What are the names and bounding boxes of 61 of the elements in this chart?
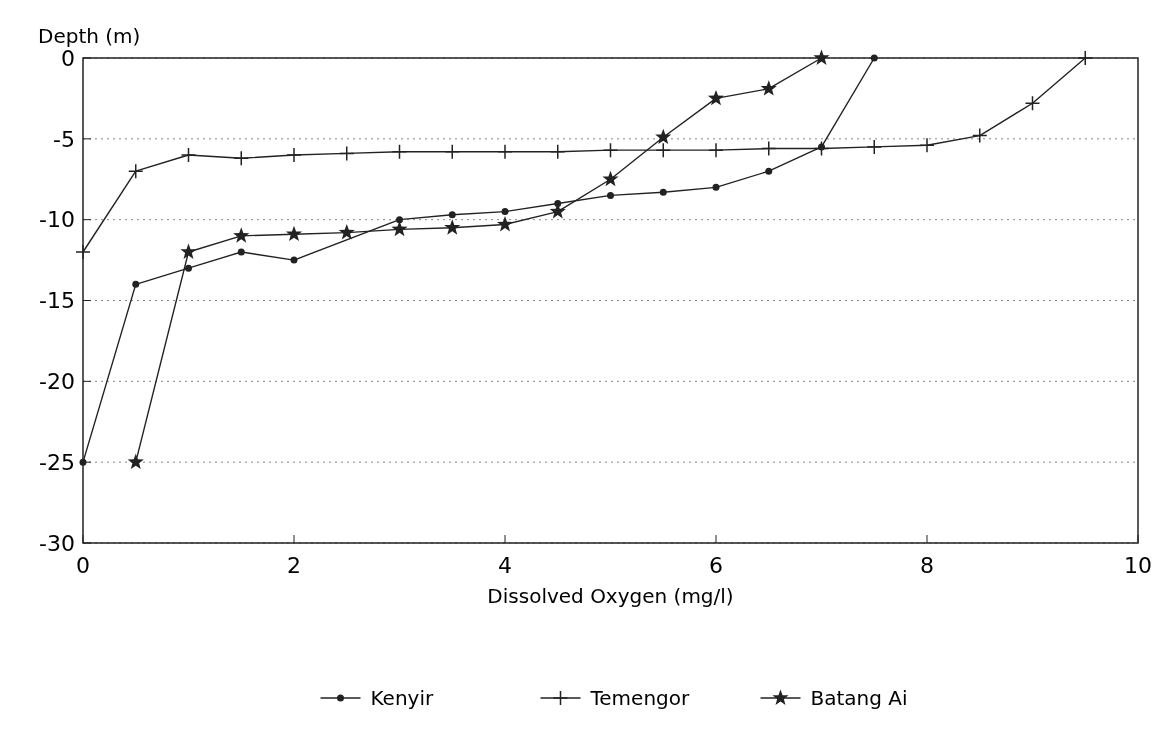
point: [285, 225, 303, 242]
point: [607, 191, 614, 199]
point: [712, 183, 720, 191]
y-tick-label: -10: [39, 207, 75, 233]
point: [180, 243, 197, 259]
y-tick-label: -15: [39, 288, 75, 314]
point: [233, 227, 250, 243]
point: [870, 54, 878, 62]
point: [497, 144, 513, 160]
point: [286, 147, 302, 163]
x-axis-title: Dissolved Oxygen (mg/l): [487, 584, 734, 608]
point: [1024, 95, 1041, 112]
legend-label: Temengor: [589, 686, 691, 710]
point: [448, 211, 456, 219]
point: [602, 170, 619, 187]
x-tick-label: 8: [920, 553, 934, 578]
x-tick-label: 10: [1124, 553, 1152, 578]
point: [813, 49, 830, 65]
point: [708, 142, 724, 158]
point: [761, 140, 777, 157]
point: [501, 208, 509, 216]
point: [1077, 50, 1093, 66]
y-tick-label: -5: [53, 126, 75, 152]
point: [79, 458, 87, 466]
point: [128, 163, 144, 179]
point: [444, 219, 461, 235]
x-tick-label: 2: [287, 553, 301, 578]
point: [655, 128, 672, 145]
y-tick-label: -30: [39, 530, 75, 556]
point: [707, 89, 725, 106]
point: [290, 256, 298, 264]
point: [180, 147, 197, 163]
point: [919, 137, 935, 154]
point: [237, 248, 245, 256]
point: [185, 264, 192, 272]
point: [233, 150, 249, 166]
point: [655, 142, 671, 158]
y-tick-label: -20: [39, 369, 75, 395]
point: [760, 80, 777, 96]
y-axis-title: Depth (m): [38, 24, 141, 48]
point: [339, 145, 355, 162]
point: [132, 280, 140, 288]
y-tick-label: -25: [39, 449, 75, 475]
legend-label: Kenyir: [370, 686, 434, 710]
point: [602, 142, 619, 158]
x-tick-label: 4: [498, 553, 512, 578]
legend-label: Batang Ai: [810, 686, 908, 710]
point: [659, 188, 667, 196]
point: [338, 224, 355, 240]
point: [813, 140, 830, 157]
point: [496, 216, 514, 232]
point: [765, 167, 773, 175]
point: [396, 216, 403, 224]
x-tick-label: 6: [709, 553, 723, 578]
point: [75, 244, 91, 260]
point: [550, 144, 566, 160]
point: [391, 144, 408, 160]
point: [972, 127, 988, 144]
point: [444, 144, 460, 160]
point: [127, 453, 144, 470]
point: [866, 139, 882, 155]
